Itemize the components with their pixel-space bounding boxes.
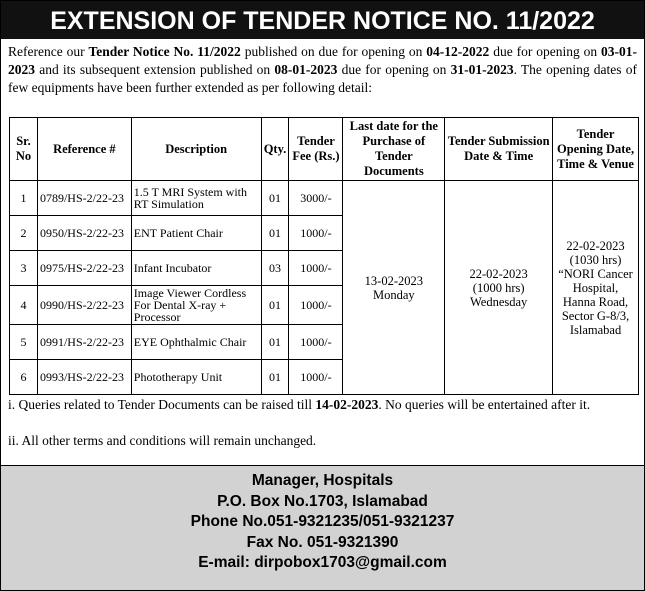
table-cell: 3000/-: [288, 180, 344, 216]
table-cell: 1000/-: [288, 359, 344, 395]
table-cell: Infant Incubator: [130, 250, 262, 286]
table-cell: 0993/HS-2/22-23: [36, 359, 132, 395]
column-header: Tender Opening Date, Time & Venue: [552, 117, 639, 181]
intro-text: due for opening on: [337, 62, 451, 77]
column-header: Description: [130, 117, 262, 181]
footer-line: Manager, Hospitals: [251, 472, 394, 489]
table-cell: ENT Patient Chair: [130, 215, 262, 251]
table-cell: 6: [9, 359, 38, 395]
footer-line: E-mail: dirpobox1703@gmail.com: [198, 554, 447, 571]
intro-text: and its subsequent extension published o…: [35, 62, 275, 77]
notes: i. Queries related to Tender Documents c…: [8, 397, 590, 469]
intro-bold: 04-12-2022: [426, 44, 490, 59]
intro-bold: 03-01-2023: [8, 44, 637, 77]
table-cell: 1000/-: [288, 250, 344, 286]
table-cell: 0789/HS-2/22-23: [36, 180, 132, 216]
column-header: Tender Submission Date & Time: [444, 117, 554, 181]
table-cell: 0950/HS-2/22-23: [36, 215, 132, 251]
table-cell: Image Viewer Cordless For Dental X-ray +…: [130, 285, 262, 325]
title: EXTENSION OF TENDER NOTICE NO. 11/2022: [1, 1, 644, 39]
table-cell: 3: [9, 250, 38, 286]
cell-line: 22-02-2023: [469, 266, 528, 281]
header-row: Sr. No Reference # Description Qty. Tender F…: [9, 117, 639, 181]
merged-cell: 13-02-2023 Monday: [342, 180, 446, 395]
intro-text: due for opening on: [489, 44, 601, 59]
intro-text: . The opening dates of few equipments ha…: [8, 62, 637, 95]
cell-line: 13-02-2023: [364, 273, 423, 288]
note-text: . No queries will be entertained after i…: [378, 397, 591, 412]
merged-cell: 22-02-2023 (1000 hrs) Wednesday: [444, 180, 554, 395]
table-cell: 01: [260, 215, 290, 251]
table-cell: 03: [260, 250, 290, 286]
cell-line: (1030 hrs): [569, 252, 622, 267]
intro-bold: 08-01-2023: [274, 62, 338, 77]
column-header: Reference #: [36, 117, 132, 181]
table-cell: 1000/-: [288, 215, 344, 251]
table-cell: 1000/-: [288, 285, 344, 325]
table-cell: Phototherapy Unit: [130, 359, 262, 395]
cell-line: Wednesday: [470, 294, 528, 309]
cell-line: Monday: [373, 287, 415, 302]
cell-line: 22-02-2023: [566, 238, 625, 253]
column-header: Tender Fee (Rs.): [288, 117, 344, 181]
intro-bold: Tender Notice No. 11/2022: [88, 44, 241, 59]
table-row: 1 0789/HS-2/22-23 1.5 T MRI System with RT…: [9, 180, 639, 395]
cell-line: (1000 hrs): [472, 280, 525, 295]
note-text: i. Queries related to Tender Documents c…: [8, 397, 316, 412]
table-cell: 4: [9, 285, 38, 325]
tender-table: Sr. No Reference # Description Qty. Tender F…: [9, 117, 639, 395]
column-header: Last date for the Purchase of Tender Doc…: [342, 117, 446, 181]
intro-bold: 31-01-2023: [450, 62, 514, 77]
table-cell: 01: [260, 180, 290, 216]
table-cell: 1: [9, 180, 38, 216]
footer-line: P.O. Box No.1703, Islamabad: [217, 492, 428, 510]
contact-footer: Manager, Hospitals P.O. Box No.1703, Isla…: [1, 465, 644, 590]
table-cell: 2: [9, 215, 38, 251]
table-row: 6 0993/HS-2/22-23 Phototherapy Unit 01 1000/…: [9, 359, 639, 395]
table-cell: 01: [260, 285, 290, 325]
footer-line: Phone No.051-9321235/051-9321237: [190, 513, 455, 530]
table-cell: 0991/HS-2/22-23: [36, 324, 132, 360]
table-cell: 01: [260, 359, 290, 395]
table-cell: 0990/HS-2/22-23: [36, 285, 132, 325]
merged-cell: 22-02-2023 (1030 hrs) “NORI Cancer Hospita…: [552, 180, 639, 395]
note-bold: 14-02-2023: [315, 397, 379, 412]
note-text: ii. All other terms and conditions will …: [8, 433, 317, 448]
intro-text: Reference our: [8, 44, 89, 59]
table-cell: 0975/HS-2/22-23: [36, 250, 132, 286]
table-row: 4 0990/HS-2/22-23 Image Viewer Cordless Fo…: [9, 285, 639, 325]
note: i. Queries related to Tender Documents c…: [8, 397, 590, 413]
table-cell: 1.5 T MRI System with RT Simulation: [130, 180, 262, 216]
column-header: Sr. No: [9, 117, 38, 181]
intro-text: published on due for opening on: [240, 44, 427, 59]
note: ii. All other terms and conditions will …: [8, 433, 590, 449]
intro-paragraph: Reference our Tender Notice No. 11/2022 …: [8, 43, 637, 97]
table-body: 1 0789/HS-2/22-23 1.5 T MRI System with RT…: [9, 180, 639, 395]
table-cell: EYE Ophthalmic Chair: [130, 324, 262, 360]
footer-line: Fax No. 051-9321390: [246, 533, 399, 551]
cell-line: “NORI Cancer Hospital, Hanna Road, Secto…: [558, 266, 633, 337]
table-cell: 01: [260, 324, 290, 360]
table-row: 2 0950/HS-2/22-23 ENT Patient Chair 01 1000/…: [9, 215, 639, 251]
table-cell: 5: [9, 324, 38, 360]
column-header: Qty.: [260, 117, 290, 181]
table-cell: 1000/-: [288, 324, 344, 360]
